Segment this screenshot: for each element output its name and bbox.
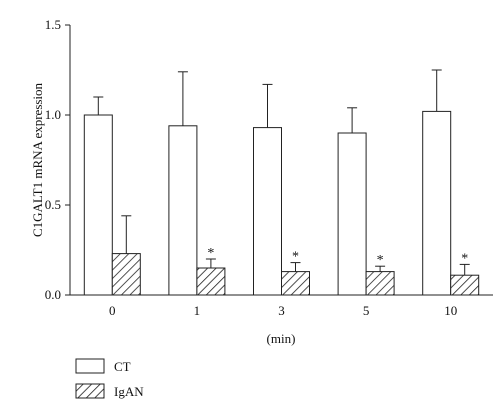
legend-label-igan: IgAN (114, 384, 144, 399)
bars: * * * * (83, 69, 480, 296)
y-tick-label: 1.5 (45, 17, 61, 32)
bar-igan (111, 253, 141, 296)
significance-marker: * (461, 251, 468, 266)
bar-igan (281, 271, 310, 296)
legend-item-igan: IgAN (75, 383, 144, 399)
bar-ct (83, 114, 113, 296)
y-axis-label: C1GALT1 mRNA expression (30, 82, 45, 237)
bar-ct (168, 125, 198, 296)
x-axis-label: (min) (267, 331, 296, 346)
y-axis: 0.0 0.5 1.0 1.5 (45, 17, 71, 302)
y-tick-label: 1.0 (45, 107, 61, 122)
x-tick-label: 10 (444, 303, 457, 318)
x-axis: 0 1 3 5 10 (70, 294, 493, 318)
bar-ct (337, 132, 367, 296)
legend: CT IgAN (75, 358, 144, 399)
x-tick-label: 0 (109, 303, 116, 318)
x-tick-label: 1 (194, 303, 201, 318)
legend-swatch-ct (75, 358, 105, 374)
bar-ct (422, 110, 452, 296)
significance-marker: * (292, 250, 299, 265)
legend-item-ct: CT (75, 358, 131, 374)
bar-igan (196, 267, 226, 296)
y-tick-label: 0.5 (45, 197, 61, 212)
significance-marker: * (207, 246, 214, 261)
x-tick-label: 3 (278, 303, 285, 318)
bar-igan (450, 274, 480, 296)
y-tick-label: 0.0 (45, 287, 61, 302)
x-tick-label: 5 (363, 303, 370, 318)
bar-ct (253, 127, 282, 296)
legend-label-ct: CT (114, 359, 131, 374)
significance-marker: * (377, 253, 384, 268)
legend-swatch-igan (75, 383, 105, 399)
bar-igan (365, 271, 395, 296)
